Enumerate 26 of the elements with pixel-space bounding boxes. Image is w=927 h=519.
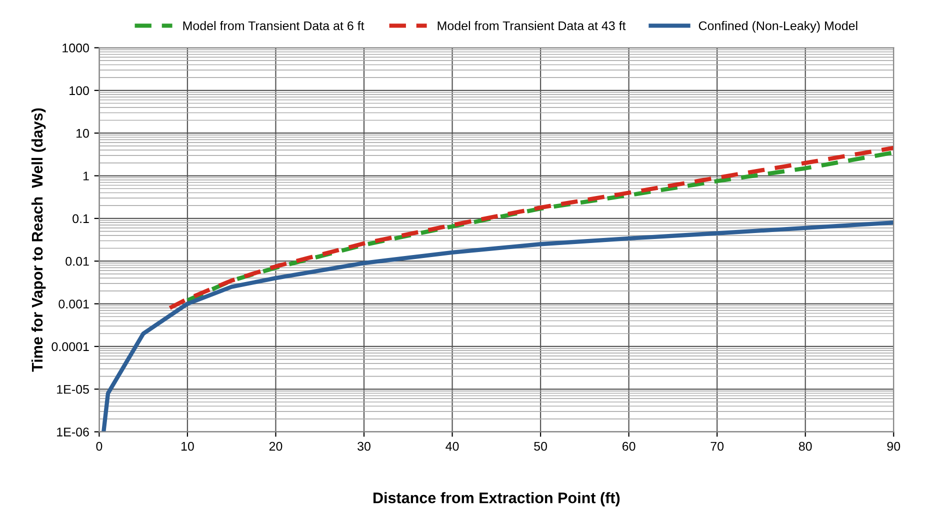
x-tick-label: 80	[798, 442, 812, 451]
y-tick-label: 0.01	[66, 256, 89, 266]
y-tick-label: 100	[70, 86, 89, 96]
legend-label: Model from Transient Data at 6 ft	[183, 21, 364, 30]
x-tick-label: 70	[710, 442, 724, 451]
x-tick-label: 50	[534, 442, 548, 451]
x-axis-title: Distance from Extraction Point (ft)	[374, 492, 620, 506]
legend-label: Model from Transient Data at 43 ft	[438, 21, 626, 30]
x-tick-label: 60	[622, 442, 636, 451]
y-tick-label: 1	[83, 172, 89, 180]
legend-label: Confined (Non-Leaky) Model	[698, 21, 858, 33]
x-tick-label: 10	[181, 442, 194, 451]
x-tick-label: 30	[358, 442, 370, 451]
x-tick-label: 20	[269, 442, 282, 451]
y-tick-label: 1000	[62, 44, 89, 52]
y-tick-label: 0.1	[72, 214, 89, 224]
line-series	[102, 220, 894, 432]
x-tick-label: 90	[887, 442, 900, 451]
y-axis-title: Time for Vapor to Reach Well (days)	[31, 108, 46, 372]
y-tick-label: 1E-06	[57, 428, 89, 436]
y-tick-label: 0.001	[58, 300, 89, 308]
x-tick-label: 0	[96, 442, 102, 451]
y-tick-label: 1E-05	[57, 384, 89, 394]
x-tick-label: 40	[446, 442, 459, 451]
y-tick-label: 10	[76, 128, 89, 138]
y-tick-label: 0.0001	[52, 342, 89, 352]
